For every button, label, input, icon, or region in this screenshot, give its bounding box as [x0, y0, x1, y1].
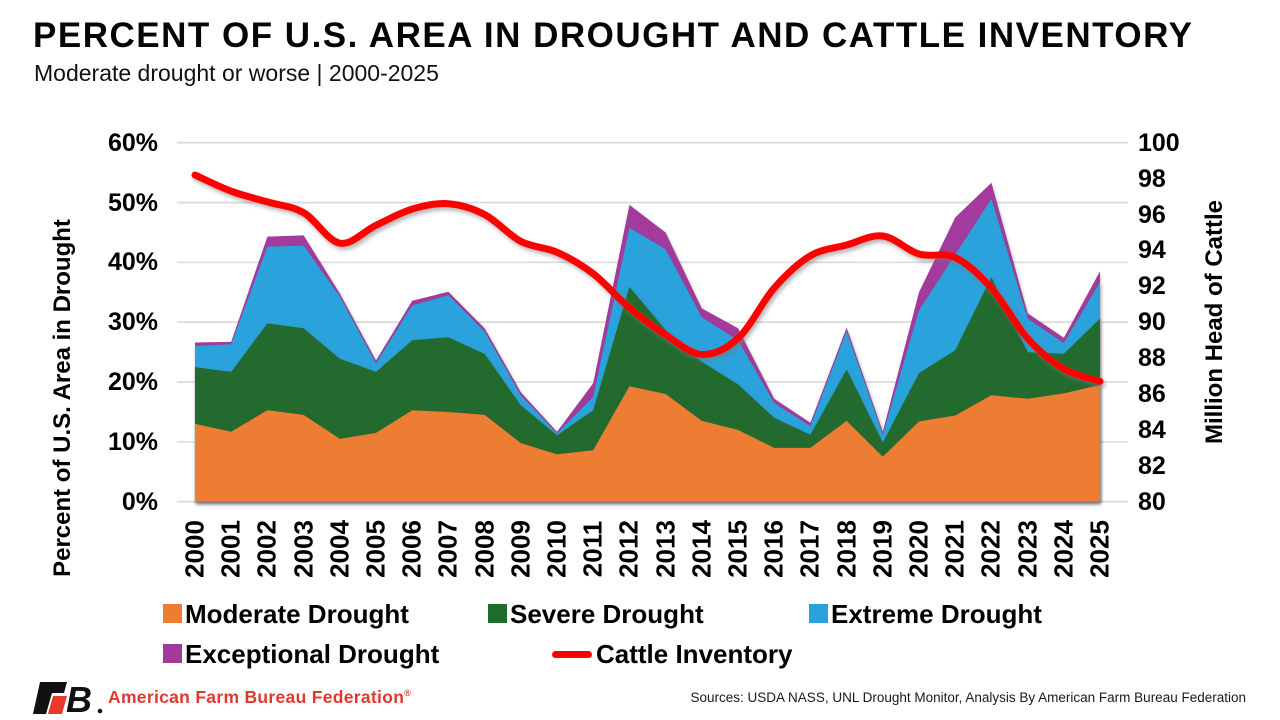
x-axis-year-label: 2007 [432, 520, 463, 578]
x-axis-year-label: 2014 [686, 520, 717, 578]
brand-name: American Farm Bureau Federation [108, 687, 405, 707]
right-axis-tick-label: 88 [1138, 344, 1166, 373]
x-axis-year-label: 2008 [469, 520, 500, 578]
right-axis-tick-label: 80 [1138, 487, 1166, 516]
x-axis-year-label: 2025 [1084, 520, 1115, 578]
x-axis-year-label: 2022 [975, 520, 1006, 578]
left-axis-tick-label: 60% [107, 128, 158, 157]
cattle-inventory-line [191, 171, 1104, 385]
x-axis-year-label: 2005 [360, 520, 391, 578]
legend-square-marker [809, 604, 828, 623]
x-axis-year-label: 2024 [1048, 520, 1079, 578]
page-subtitle: Moderate drought or worse | 2000-2025 [34, 60, 439, 86]
right-axis-title: Million Head of Cattle [1201, 199, 1228, 445]
x-axis-year-label: 2000 [179, 520, 210, 578]
area-series-moderate-drought [195, 385, 1100, 502]
x-axis-year-label: 2016 [758, 520, 789, 578]
area-series-exceptional-drought [195, 182, 1100, 502]
x-axis-year-label: 2018 [831, 520, 862, 578]
legend-line-marker [552, 651, 592, 658]
page-title: PERCENT OF U.S. AREA IN DROUGHT AND CATT… [33, 16, 1194, 55]
legend-square-marker [163, 644, 182, 663]
svg-text:B: B [66, 682, 92, 714]
legend-label: Severe Drought [510, 599, 704, 629]
area-series-extreme-drought [195, 198, 1100, 502]
x-axis-year-label: 2013 [650, 520, 681, 578]
left-axis-tick-label: 50% [107, 188, 158, 217]
area-series-severe-drought [195, 277, 1100, 502]
x-axis-year-label: 2009 [505, 520, 536, 578]
x-axis-year-label: 2012 [613, 520, 644, 578]
right-axis-tick-label: 82 [1138, 451, 1166, 480]
left-axis-tick-label: 30% [107, 308, 158, 337]
x-axis-year-label: 2019 [867, 520, 898, 578]
x-axis-year-label: 2004 [324, 520, 355, 578]
right-axis-tick-label: 92 [1138, 272, 1166, 301]
right-axis-tick-label: 100 [1138, 128, 1180, 157]
left-axis-title: Percent of U.S. Area in Drought [49, 219, 76, 577]
sources-text: Sources: USDA NASS, UNL Drought Monitor,… [690, 690, 1246, 705]
x-axis-year-label: 2017 [794, 520, 825, 578]
legend-square-marker [163, 604, 182, 623]
legend-label: Moderate Drought [185, 599, 409, 629]
x-axis-year-label: 2020 [903, 520, 934, 578]
registered-mark: ® [404, 688, 412, 699]
x-axis-year-label: 2010 [541, 520, 572, 578]
x-axis-year-label: 2021 [939, 520, 970, 578]
x-axis-year-label: 2002 [251, 520, 282, 578]
right-axis-tick-label: 98 [1138, 164, 1166, 193]
left-axis-tick-label: 40% [107, 248, 158, 277]
x-axis-year-label: 2001 [215, 520, 246, 578]
x-axis-year-label: 2015 [722, 520, 753, 578]
x-axis-year-label: 2003 [288, 520, 319, 578]
right-axis-tick-label: 96 [1138, 200, 1166, 229]
legend-label: Exceptional Drought [185, 639, 440, 669]
right-axis-tick-label: 94 [1138, 236, 1166, 265]
right-axis-tick-label: 90 [1138, 308, 1166, 337]
left-axis-tick-label: 0% [121, 487, 158, 516]
legend-label: Extreme Drought [831, 599, 1042, 629]
left-axis-tick-label: 20% [107, 368, 158, 397]
brand-text: American Farm Bureau Federation® [108, 687, 411, 708]
left-axis-tick-label: 10% [107, 427, 158, 456]
x-axis-year-label: 2011 [577, 520, 608, 578]
legend-label: Cattle Inventory [596, 639, 793, 669]
right-axis-tick-label: 86 [1138, 380, 1166, 408]
right-axis-tick-label: 84 [1138, 415, 1166, 444]
legend-square-marker [488, 604, 507, 623]
x-axis-year-label: 2023 [1012, 520, 1043, 578]
afbf-logo-icon: B [30, 679, 104, 720]
x-axis-year-label: 2006 [396, 520, 427, 578]
